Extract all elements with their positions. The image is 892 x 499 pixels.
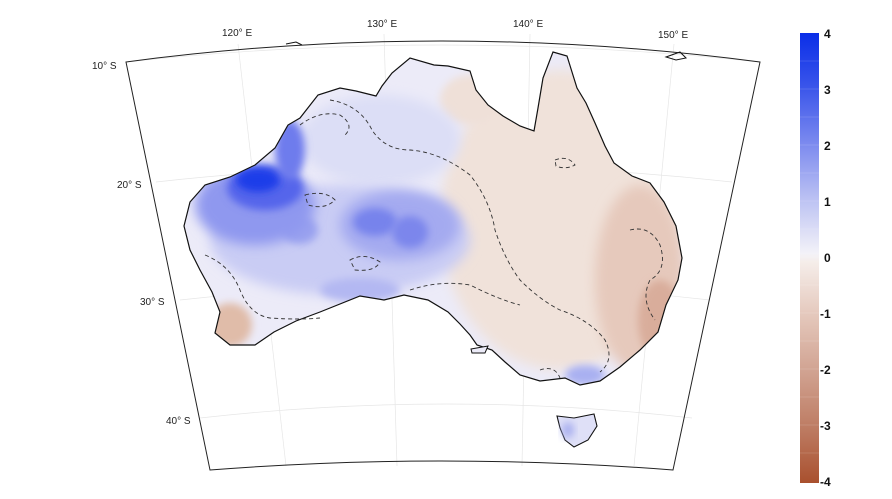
colorbar: 4 3 2 1 0 -1 -2 -3 -4 [800, 27, 831, 489]
colorbar-steps [800, 60, 819, 454]
lon-label-140: 140° E [513, 19, 543, 30]
latitude-labels: 10° S 20° S 30° S 40° S [92, 61, 191, 427]
colorbar-tick-neg4: -4 [820, 475, 831, 489]
colorbar-tick-3: 3 [824, 83, 831, 97]
colorbar-tick-neg3: -3 [820, 419, 831, 433]
lat-label-20: 20° S [117, 180, 142, 191]
map-frame [125, 40, 761, 471]
tasmania [556, 413, 598, 448]
lon-label-130: 130° E [367, 19, 397, 30]
colorbar-tick-neg1: -1 [820, 307, 831, 321]
lon-label-150: 150° E [658, 30, 688, 41]
lat-label-40: 40° S [166, 416, 191, 427]
new-guinea-coast [664, 51, 688, 61]
zero-contour [204, 99, 663, 379]
colorbar-tick-neg2: -2 [820, 363, 831, 377]
colorbar-tick-2: 2 [824, 139, 831, 153]
colorbar-tick-1: 1 [824, 195, 831, 209]
australia-landmass [183, 51, 683, 386]
lat-label-10: 10° S [92, 61, 117, 72]
colorbar-gradient [800, 33, 819, 483]
longitude-labels: 120° E 130° E 140° E 150° E [222, 19, 688, 41]
colorbar-tick-4: 4 [824, 27, 831, 41]
kangaroo-island [470, 345, 489, 354]
lon-label-120: 120° E [222, 28, 252, 39]
colorbar-tick-0: 0 [824, 251, 831, 265]
timor-coast [285, 41, 303, 46]
lat-label-30: 30° S [140, 297, 165, 308]
